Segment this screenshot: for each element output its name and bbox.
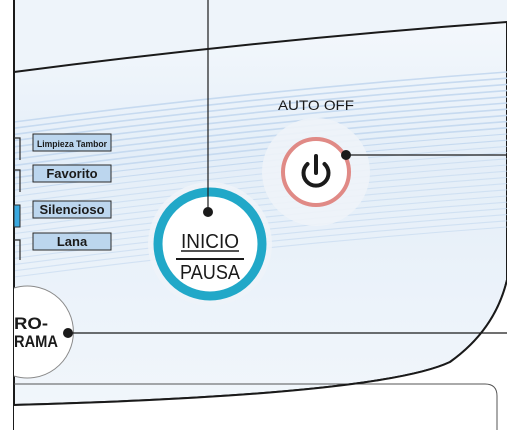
indicator-bracket	[14, 137, 21, 160]
option-label-lana: Lana	[57, 234, 88, 249]
callout-dot-start	[203, 207, 213, 217]
option-silencioso-button[interactable]	[32, 200, 112, 219]
option-label-silencioso: Silencioso	[39, 202, 104, 217]
callout-dot-program	[63, 328, 73, 338]
lower-outline	[14, 383, 498, 430]
panel-stripe	[14, 120, 507, 173]
program-dial-outline	[13, 285, 74, 379]
program-dial-label-line1: RO-	[14, 314, 48, 333]
callout-dot-power	[341, 150, 351, 160]
lower-panel	[14, 280, 507, 430]
program-dial-label-line2: RAMA	[14, 332, 58, 351]
panel-stripe	[14, 71, 507, 123]
pause-label: PAUSA	[180, 262, 241, 284]
option-limpieza-tambor-button[interactable]	[32, 133, 112, 152]
panel-stripe	[14, 145, 507, 197]
panel-bottom-edge	[13, 279, 507, 406]
panel-stripe	[14, 83, 507, 136]
option-label-favorito: Favorito	[46, 166, 97, 181]
panel-stripe	[14, 77, 507, 129]
power-icon	[301, 154, 331, 188]
panel-stripe	[14, 176, 507, 228]
panel-stripe	[14, 114, 507, 167]
start-pause-button[interactable]: INICIO PAUSA	[148, 182, 272, 306]
start-label: INICIO	[181, 231, 239, 253]
start-button-ring	[153, 187, 267, 301]
indicator-led	[13, 204, 21, 228]
option-label-limpieza-tambor: Limpieza Tambor	[37, 139, 107, 149]
option-buttons: Limpieza Tambor Favorito Silencioso Lana	[13, 133, 112, 260]
option-lana-button[interactable]	[32, 232, 112, 251]
indicator-bracket	[14, 239, 21, 260]
upper-panel	[14, 0, 507, 72]
panel-stripe	[14, 183, 507, 235]
panel-stripe	[14, 89, 507, 142]
power-button[interactable]	[262, 118, 370, 226]
program-dial[interactable]: RO- RAMA	[13, 285, 74, 379]
panel-stripe	[14, 152, 507, 204]
option-favorito-button[interactable]	[32, 164, 112, 183]
panel-stripe	[14, 158, 507, 210]
indicator-bracket	[14, 169, 21, 192]
auto-off-label: AUTO OFF	[278, 97, 354, 113]
callouts	[63, 0, 507, 338]
